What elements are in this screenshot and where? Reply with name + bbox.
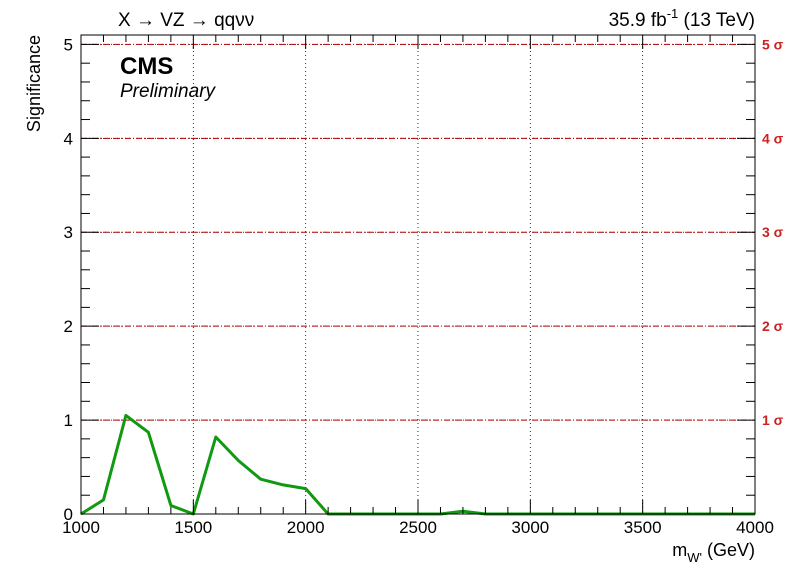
y-tick-label: 3 [64,223,73,242]
y-axis-label: Significance [24,35,44,132]
x-axis-unit: (GeV) [707,540,755,560]
y-tick-label: 5 [64,35,73,54]
x-axis-var: m [672,540,687,560]
x-tick-label: 3500 [624,518,662,537]
energy-label: (13 TeV) [684,10,755,31]
sigma-label: 2 σ [762,318,784,334]
cms-label: CMS [120,53,173,80]
x-tick-label: 3000 [511,518,549,537]
plot-frame [80,34,756,515]
x-tick-label: 4000 [736,518,774,537]
x-axis-label: mW' (GeV) [672,540,755,565]
y-tick-label: 1 [64,411,73,430]
sigma-label: 5 σ [762,36,784,52]
sigma-label: 4 σ [762,130,784,146]
x-tick-label: 1500 [174,518,212,537]
y-tick-label: 0 [64,505,73,524]
x-tick-label: 2000 [287,518,325,537]
x-tick-label: 1000 [62,518,100,537]
preliminary-label: Preliminary [120,81,217,102]
lumi-value: 35.9 fb [609,10,667,31]
tick-layer: 1000 1500 2000 2500 3000 3500 4000 0 1 2 3 4 5 [62,35,774,537]
x-axis-subscript: W' [687,550,702,565]
chart-title: X → VZ → qqνν [118,10,254,31]
x-tick-label: 2500 [399,518,437,537]
sigma-label: 1 σ [762,412,784,428]
lumi-exponent: -1 [667,6,679,21]
y-tick-label: 4 [64,129,73,148]
y-tick-label: 2 [64,317,73,336]
sigma-label: 3 σ [762,224,784,240]
lumi-label: 35.9 fb-1 (13 TeV) [609,6,755,31]
grid-layer [81,35,755,514]
